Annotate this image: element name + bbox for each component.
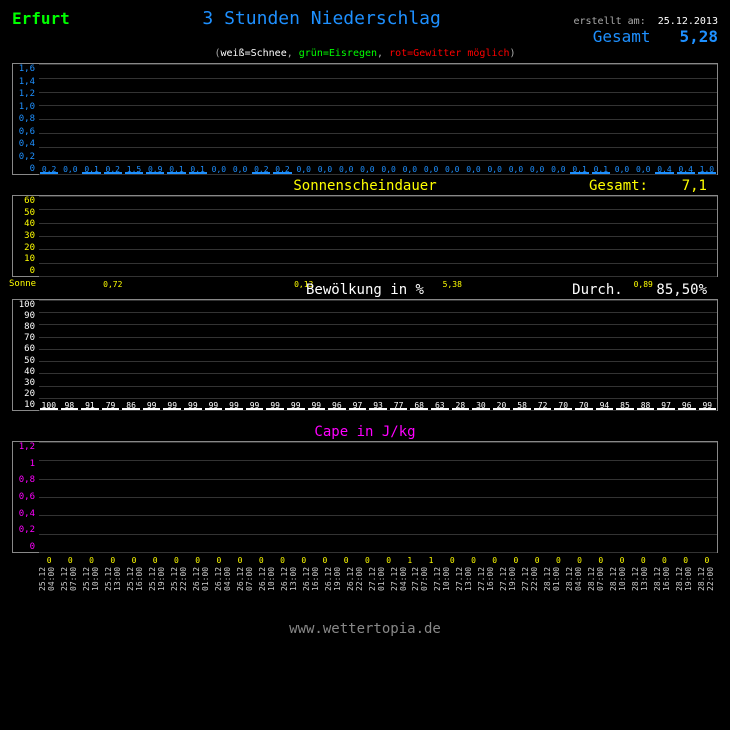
x-label: 27.12 01:00 [368, 567, 389, 615]
x-label: 28.12 22:00 [697, 567, 718, 615]
x-label: 27.12 22:00 [521, 567, 542, 615]
main-title: 3 Stunden Niederschlag [202, 8, 440, 29]
y-axis: 1,61,41,21,00,80,60,40,20 [11, 64, 37, 174]
x-label: 25.12 04:00 [38, 567, 59, 615]
meta: erstellt am: 25.12.2013 Gesamt 5,28 [573, 16, 718, 46]
x-label: 25.12 19:00 [148, 567, 169, 615]
x-label: 26.12 10:00 [258, 567, 279, 615]
cloudiness-chart: Bewölkung in %Durch. 85,50%1009080706050… [12, 299, 718, 411]
x-label: 28.12 07:00 [587, 567, 608, 615]
location: Erfurt [12, 9, 70, 28]
x-label: 27.12 10:00 [433, 567, 454, 615]
x-label: 28.12 13:00 [631, 567, 652, 615]
x-label: 27.12 13:00 [455, 567, 476, 615]
x-label: 26.12 07:00 [236, 567, 257, 615]
x-label: 25.12 16:00 [126, 567, 147, 615]
y-axis: 6050403020100 [11, 196, 37, 276]
cape-chart: Cape in J/kg1,210,80,60,40,2000000000000… [12, 441, 718, 553]
x-axis: 25.12 04:0025.12 07:0025.12 10:0025.12 1… [38, 567, 718, 615]
header: Erfurt 3 Stunden Niederschlag erstellt a… [12, 8, 718, 46]
chart-title: Cape in J/kg [13, 424, 717, 440]
chart-sum: Durch. 85,50% [572, 282, 707, 298]
y-axis: 100908070605040302010 [11, 300, 37, 410]
x-label: 26.12 01:00 [192, 567, 213, 615]
x-label: 28.12 04:00 [565, 567, 586, 615]
x-label: 26.12 22:00 [346, 567, 367, 615]
x-label: 27.12 04:00 [390, 567, 411, 615]
legend: (weiß=Schnee, grün=Eisregen, rot=Gewitte… [12, 48, 718, 59]
x-label: 28.12 10:00 [609, 567, 630, 615]
x-label: 26.12 04:00 [214, 567, 235, 615]
x-label: 25.12 13:00 [104, 567, 125, 615]
x-label: 25.12 22:00 [170, 567, 191, 615]
x-label: 27.12 16:00 [477, 567, 498, 615]
x-label: 25.12 07:00 [60, 567, 81, 615]
chart-sum: Gesamt: 7,1 [589, 178, 707, 194]
sunshine-chart: SonnenscheindauerGesamt: 7,1605040302010… [12, 195, 718, 277]
x-label: 28.12 19:00 [675, 567, 696, 615]
y-axis: 1,210,80,60,40,20 [11, 442, 37, 552]
x-label: 26.12 16:00 [302, 567, 323, 615]
x-label: 26.12 19:00 [324, 567, 345, 615]
x-label: 28.12 01:00 [543, 567, 564, 615]
x-label: 28.12 16:00 [653, 567, 674, 615]
x-label: 26.12 13:00 [280, 567, 301, 615]
x-label: 25.12 10:00 [82, 567, 103, 615]
precipitation-chart: 1,61,41,21,00,80,60,40,200,20,00,10,21,5… [12, 63, 718, 175]
footer: www.wettertopia.de [12, 621, 718, 637]
x-label: 27.12 07:00 [411, 567, 432, 615]
x-label: 27.12 19:00 [499, 567, 520, 615]
